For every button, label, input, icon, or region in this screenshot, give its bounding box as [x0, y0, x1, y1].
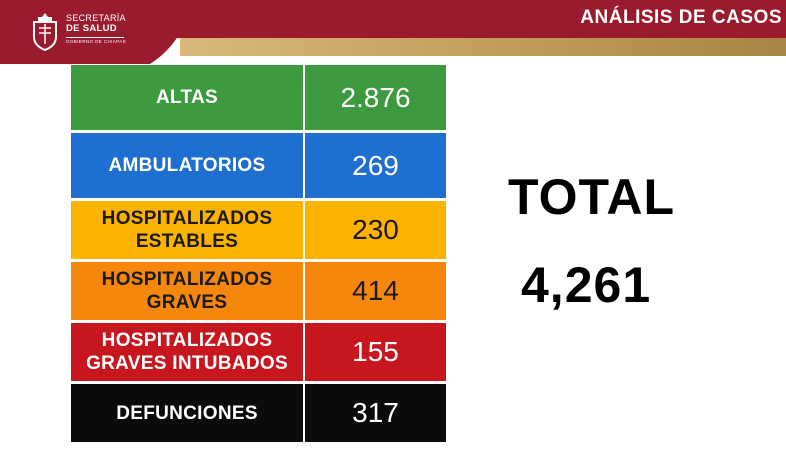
secretaria-salud-logo: SECRETARÍA DE SALUD GOBIERNO DE CHIAPAS: [0, 0, 190, 64]
table-row: AMBULATORIOS 269: [71, 133, 446, 198]
header-gold-stripe: [180, 38, 786, 56]
coat-of-arms-icon: [33, 13, 57, 51]
row-value-defunciones: 317: [305, 384, 446, 442]
table-row: HOSPITALIZADOS GRAVES INTUBADOS 155: [71, 323, 446, 381]
row-label-hospitalizados-graves-intubados: HOSPITALIZADOS GRAVES INTUBADOS: [71, 323, 303, 381]
row-value-altas: 2.876: [305, 65, 446, 130]
row-label-hospitalizados-estables: HOSPITALIZADOS ESTABLES: [71, 201, 303, 259]
row-value-hospitalizados-graves: 414: [305, 262, 446, 320]
row-label-defunciones: DEFUNCIONES: [71, 384, 303, 442]
total-label: TOTAL: [508, 169, 676, 225]
total-value: 4,261: [521, 257, 652, 313]
logo-text: SECRETARÍA DE SALUD GOBIERNO DE CHIAPAS: [66, 14, 126, 44]
row-label-altas: ALTAS: [71, 65, 303, 130]
row-label-ambulatorios: AMBULATORIOS: [71, 133, 303, 198]
row-label-hospitalizados-graves: HOSPITALIZADOS GRAVES: [71, 262, 303, 320]
table-row: ALTAS 2.876: [71, 65, 446, 130]
org-line3: GOBIERNO DE CHIAPAS: [66, 38, 127, 44]
row-value-hospitalizados-graves-intubados: 155: [305, 323, 446, 381]
table-row: HOSPITALIZADOS GRAVES 414: [71, 262, 446, 320]
page-title: ANÁLISIS DE CASOS: [580, 7, 782, 28]
cases-table: ALTAS 2.876 AMBULATORIOS 269 HOSPITALIZA…: [71, 65, 446, 442]
table-row: HOSPITALIZADOS ESTABLES 230: [71, 201, 446, 259]
row-value-ambulatorios: 269: [305, 133, 446, 198]
row-value-hospitalizados-estables: 230: [305, 201, 446, 259]
org-line1: SECRETARÍA: [66, 13, 126, 23]
header-banner: SECRETARÍA DE SALUD GOBIERNO DE CHIAPAS …: [0, 0, 786, 64]
org-line2: DE SALUD: [66, 23, 117, 34]
table-row: DEFUNCIONES 317: [71, 384, 446, 442]
logo-divider: [66, 36, 124, 38]
